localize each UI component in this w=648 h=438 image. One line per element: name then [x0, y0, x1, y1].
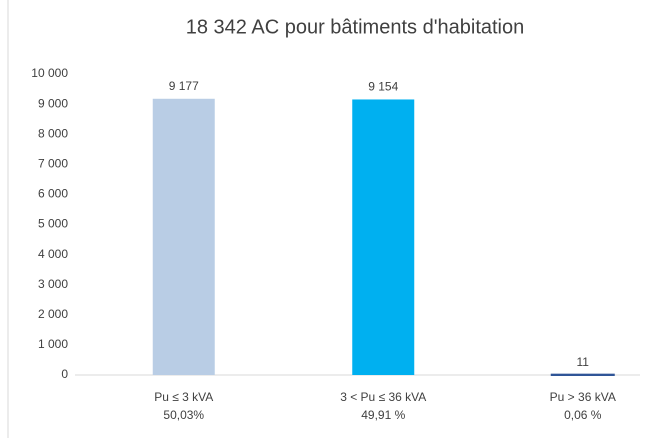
y-tick-label: 8 000	[38, 126, 68, 140]
chart-title: 18 342 AC pour bâtiments d'habitation	[186, 16, 525, 38]
y-tick-label: 1 000	[38, 337, 68, 351]
value-label: 11	[577, 355, 590, 369]
y-tick-label: 10 000	[31, 66, 68, 80]
x-tick-note: 49,91 %	[361, 408, 405, 422]
x-tick-label: Pu ≤ 3 kVA	[154, 390, 213, 404]
y-tick-label: 9 000	[38, 96, 68, 110]
y-tick-label: 2 000	[38, 307, 68, 321]
x-tick-note: 50,03%	[163, 408, 204, 422]
y-tick-label: 4 000	[38, 247, 68, 261]
x-tick-label: 3 < Pu ≤ 36 kVA	[340, 390, 426, 404]
y-tick-label: 5 000	[38, 217, 68, 231]
y-tick-label: 6 000	[38, 187, 68, 201]
y-tick-label: 3 000	[38, 277, 68, 291]
bar	[352, 99, 415, 375]
x-tick-note: 0,06 %	[564, 408, 602, 422]
x-tick-label: Pu > 36 kVA	[550, 390, 616, 404]
value-label: 9 154	[368, 80, 398, 94]
bar	[152, 98, 215, 375]
value-label: 9 177	[169, 79, 199, 93]
y-tick-label: 0	[61, 367, 68, 381]
y-tick-label: 7 000	[38, 156, 68, 170]
